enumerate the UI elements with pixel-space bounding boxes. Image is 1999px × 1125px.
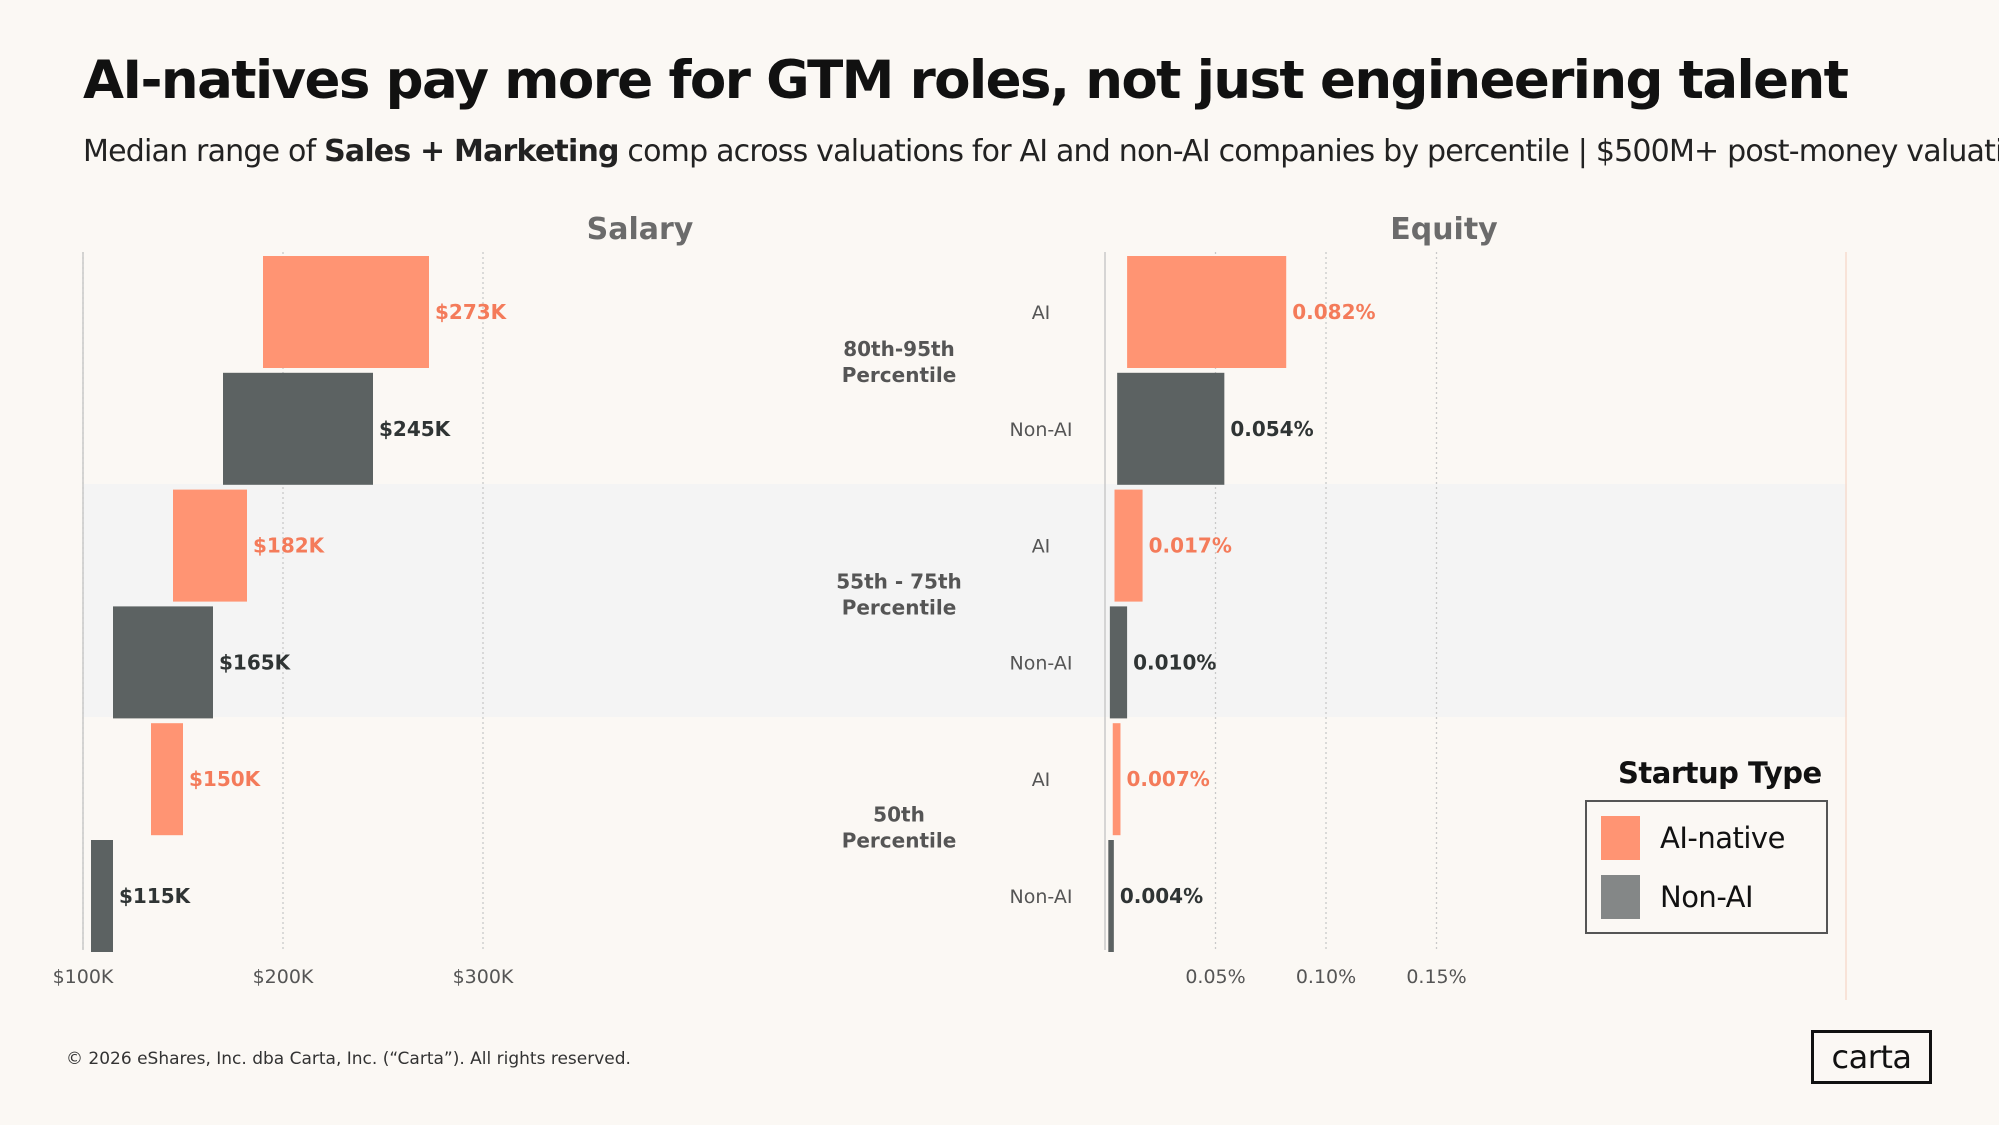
legend-swatch-ai-native (1601, 816, 1640, 860)
salary-value-label-0: $273K (435, 300, 508, 324)
row-label-3: Non-AI (1010, 652, 1073, 674)
salary-bar-2 (173, 489, 247, 602)
equity-bar-4 (1112, 723, 1121, 836)
row-label-4: AI (1032, 769, 1051, 791)
equity-bar-3 (1109, 606, 1128, 719)
salary-value-label-1: $245K (379, 417, 452, 441)
salary-tick-label-1: $200K (253, 966, 314, 988)
equity-tick-label-1: 0.10% (1296, 966, 1356, 988)
equity-value-label-3: 0.010% (1133, 650, 1216, 674)
salary-bar-5 (91, 840, 113, 952)
salary-panel-title: Salary (587, 212, 694, 247)
equity-value-label-4: 0.007% (1126, 767, 1209, 791)
legend-swatch-non-ai (1601, 875, 1640, 919)
salary-value-label-2: $182K (253, 534, 326, 558)
equity-value-label-0: 0.082% (1292, 300, 1375, 324)
subtitle-text-before: Median range of (83, 134, 325, 169)
row-label-1: Non-AI (1010, 419, 1073, 441)
legend-item-ai-native: AI-native (1601, 816, 1785, 860)
equity-bar-1 (1117, 372, 1225, 485)
range-bar-chart: $100K $200K $300K Salary $273K $245K $182K $165… (53, 212, 1847, 1000)
subtitle-bold: Sales + Marketing (324, 134, 619, 169)
equity-tick-label-0: 0.05% (1185, 966, 1245, 988)
legend-label-non-ai: Non-AI (1660, 880, 1754, 914)
group-label-2-line-0: 50th (873, 803, 925, 827)
equity-value-label-5: 0.004% (1120, 884, 1203, 908)
equity-bar-5 (1108, 840, 1114, 952)
salary-tick-label-0: $100K (53, 966, 114, 988)
row-label-0: AI (1032, 302, 1051, 324)
equity-value-label-2: 0.017% (1149, 534, 1232, 558)
salary-bar-0 (263, 256, 429, 368)
salary-value-label-4: $150K (189, 767, 262, 791)
group-label-0-line-1: Percentile (842, 363, 957, 387)
legend-label-ai-native: AI-native (1660, 821, 1785, 855)
row-label-5: Non-AI (1010, 886, 1073, 908)
salary-bar-1 (223, 372, 373, 485)
salary-value-label-5: $115K (119, 884, 192, 908)
subtitle-text-after: comp across valuations for AI and non-AI… (618, 134, 1999, 169)
group-label-1-line-0: 55th - 75th (836, 570, 962, 594)
equity-bar-0 (1127, 256, 1287, 368)
chart-title: AI-natives pay more for GTM roles, not j… (83, 50, 1849, 111)
legend: AI-native Non-AI (1585, 800, 1828, 934)
chart-subtitle: Median range of Sales + Marketing comp a… (83, 134, 1999, 169)
salary-bar-3 (113, 606, 213, 719)
legend-title: Startup Type (1618, 756, 1822, 790)
row-label-2: AI (1032, 536, 1051, 558)
equity-panel-title: Equity (1390, 212, 1498, 247)
copyright-notice: © 2026 eShares, Inc. dba Carta, Inc. (“C… (66, 1049, 631, 1069)
carta-logo[interactable]: carta (1811, 1030, 1932, 1084)
legend-item-non-ai: Non-AI (1601, 875, 1754, 919)
group-label-2-line-1: Percentile (842, 829, 957, 853)
equity-bar-2 (1114, 489, 1143, 602)
equity-tick-label-2: 0.15% (1406, 966, 1466, 988)
group-label-0-line-0: 80th-95th (843, 337, 955, 361)
equity-value-label-1: 0.054% (1230, 417, 1313, 441)
salary-bar-4 (151, 723, 183, 836)
group-band-1 (83, 484, 1847, 717)
salary-value-label-3: $165K (219, 650, 292, 674)
group-label-1-line-1: Percentile (842, 596, 957, 620)
salary-tick-label-2: $300K (453, 966, 514, 988)
